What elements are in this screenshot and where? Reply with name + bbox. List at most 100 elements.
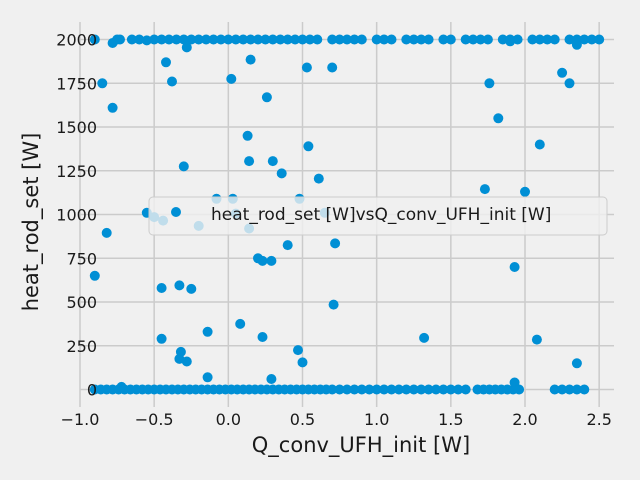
data-point [408, 34, 419, 45]
data-point [202, 326, 213, 337]
data-point [242, 130, 253, 141]
data-point [156, 283, 167, 293]
data-point [401, 34, 412, 45]
data-point [542, 34, 553, 45]
data-point [371, 384, 382, 395]
data-point [482, 34, 493, 45]
data-point [423, 384, 434, 395]
data-point [327, 62, 338, 73]
data-point [371, 34, 382, 45]
data-point [349, 384, 360, 395]
y-tick-label: 2000 [56, 31, 97, 50]
data-point [527, 34, 538, 45]
data-point [520, 186, 530, 197]
data-point [334, 384, 345, 395]
data-point [186, 34, 197, 45]
legend-marker [171, 207, 181, 217]
data-point [379, 384, 390, 395]
data-point [178, 34, 189, 45]
x-tick-label: 2.0 [512, 410, 537, 429]
data-point [245, 54, 256, 65]
y-axis-ticks: 0 250 500 750 1000 1250 1500 1750 2000 [56, 31, 97, 400]
data-point [208, 34, 219, 45]
legend: heat_rod_set [W]vsQ_conv_UFH_init [W] [148, 196, 608, 236]
data-point [261, 92, 272, 103]
data-point [445, 384, 456, 395]
data-point [303, 141, 314, 152]
y-tick-label: 1750 [56, 74, 97, 93]
data-point [401, 384, 412, 395]
data-point [186, 283, 197, 294]
x-tick-label: 0.0 [216, 410, 241, 429]
data-point [202, 372, 213, 383]
data-point [571, 384, 582, 395]
x-tick-label: −0.5 [135, 410, 174, 429]
data-point [557, 67, 568, 78]
data-point [267, 156, 278, 167]
data-point [334, 34, 345, 45]
y-axis-label: heat_rod_set [W] [19, 133, 44, 312]
data-point [181, 42, 192, 53]
data-point [156, 34, 167, 45]
legend-box [148, 196, 608, 236]
data-point [260, 34, 271, 45]
data-point [349, 34, 360, 45]
data-point [257, 332, 268, 342]
data-point [230, 34, 241, 45]
data-point [479, 184, 490, 195]
data-point [89, 34, 100, 45]
data-point [215, 34, 226, 45]
data-point [534, 139, 545, 150]
data-point [89, 270, 100, 281]
data-point [493, 113, 504, 124]
data-point [290, 34, 301, 45]
data-point [134, 34, 145, 45]
data-point [328, 299, 339, 310]
data-point [408, 384, 419, 395]
data-point [313, 173, 324, 184]
data-point [297, 34, 308, 45]
data-point [101, 227, 112, 238]
data-point [141, 35, 152, 46]
data-point [594, 34, 605, 45]
data-point [557, 384, 568, 395]
data-point [226, 73, 237, 84]
data-point [356, 34, 367, 45]
data-point [275, 34, 286, 45]
data-point [579, 34, 590, 45]
data-point [438, 384, 449, 395]
data-point [178, 161, 189, 172]
data-point [514, 384, 525, 395]
data-point [293, 345, 303, 356]
data-point [253, 34, 263, 45]
data-point [484, 78, 495, 89]
data-point [149, 34, 160, 45]
data-point [460, 34, 471, 45]
data-point [423, 34, 434, 45]
data-point [330, 238, 341, 249]
data-point [438, 34, 449, 45]
data-point [416, 384, 427, 395]
data-point [282, 240, 293, 251]
data-point [244, 156, 255, 167]
data-point [416, 34, 427, 45]
data-point [460, 384, 471, 395]
y-tick-label: 1500 [56, 118, 97, 137]
data-point [181, 356, 192, 367]
data-point [174, 280, 185, 291]
data-point [571, 39, 582, 50]
data-points [89, 34, 605, 395]
x-tick-label: 2.5 [586, 410, 611, 429]
x-axis-ticks: −1.0 −0.5 0.0 0.5 1.0 1.5 2.0 2.5 [61, 410, 612, 429]
data-point [297, 357, 308, 368]
data-point [107, 102, 118, 113]
legend-label: heat_rod_set [W]vsQ_conv_UFH_init [W] [211, 205, 551, 225]
data-point [245, 34, 256, 45]
data-point [193, 34, 204, 45]
data-point [386, 34, 397, 45]
data-point [115, 34, 125, 45]
y-tick-label: 1250 [56, 162, 97, 181]
data-point [431, 384, 441, 395]
